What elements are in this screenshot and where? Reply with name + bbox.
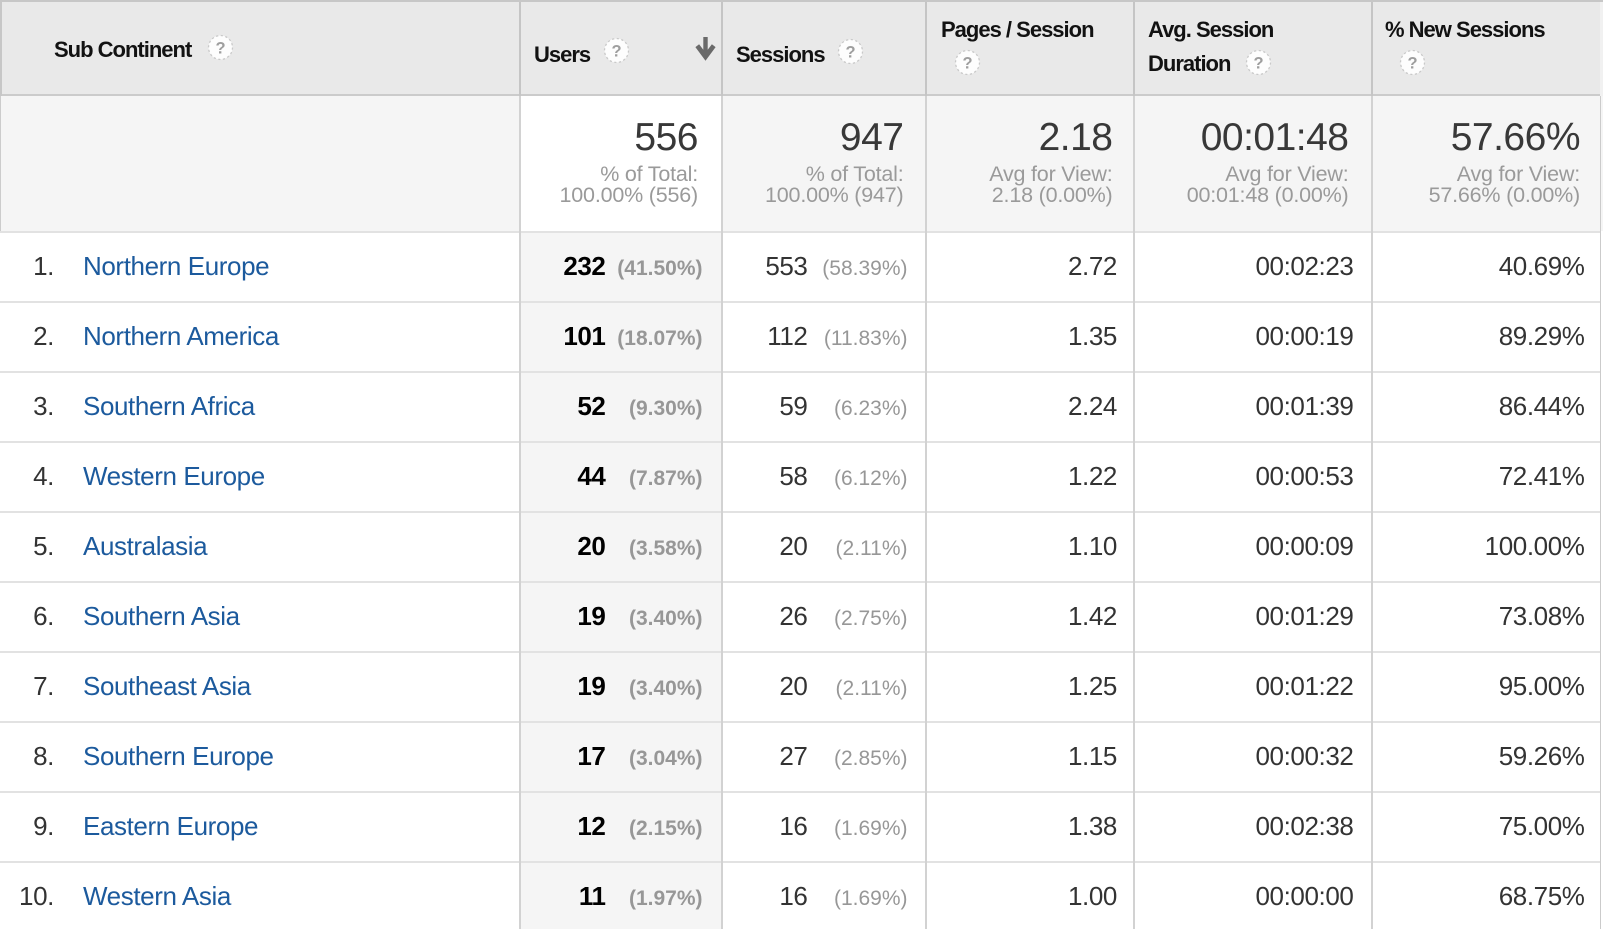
svg-text:?: ? <box>962 55 972 73</box>
svg-text:?: ? <box>611 42 621 60</box>
svg-text:?: ? <box>215 39 225 57</box>
svg-text:?: ? <box>1407 55 1417 73</box>
svg-text:?: ? <box>845 43 855 61</box>
svg-text:?: ? <box>1253 55 1263 73</box>
